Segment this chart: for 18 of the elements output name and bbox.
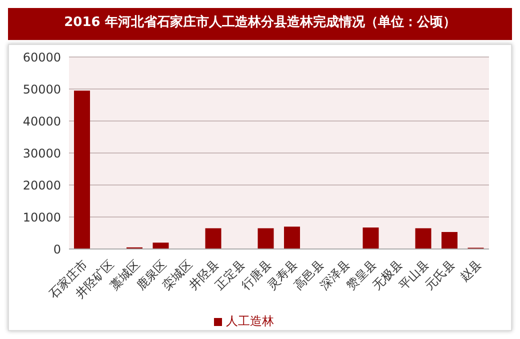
y-tick-label: 10000 xyxy=(22,210,61,224)
bar xyxy=(152,242,169,249)
y-tick-label: 40000 xyxy=(22,114,61,128)
bar xyxy=(258,228,274,249)
x-tick-label: 赵县 xyxy=(457,257,484,284)
bar xyxy=(205,228,222,249)
legend-label: 人工造林 xyxy=(226,314,274,328)
bar xyxy=(74,90,90,249)
bar xyxy=(362,228,379,249)
y-tick-label: 50000 xyxy=(22,82,61,96)
y-tick-label: 0 xyxy=(53,242,61,256)
y-tick-label: 20000 xyxy=(22,178,61,192)
bar xyxy=(442,232,458,249)
y-tick-label: 60000 xyxy=(22,50,61,64)
bar xyxy=(284,226,300,249)
bar xyxy=(415,228,432,249)
chart-title: 2016 年河北省石家庄市人工造林分县造林完成情况（单位：公顷） xyxy=(8,8,512,40)
y-tick-label: 30000 xyxy=(22,146,61,160)
